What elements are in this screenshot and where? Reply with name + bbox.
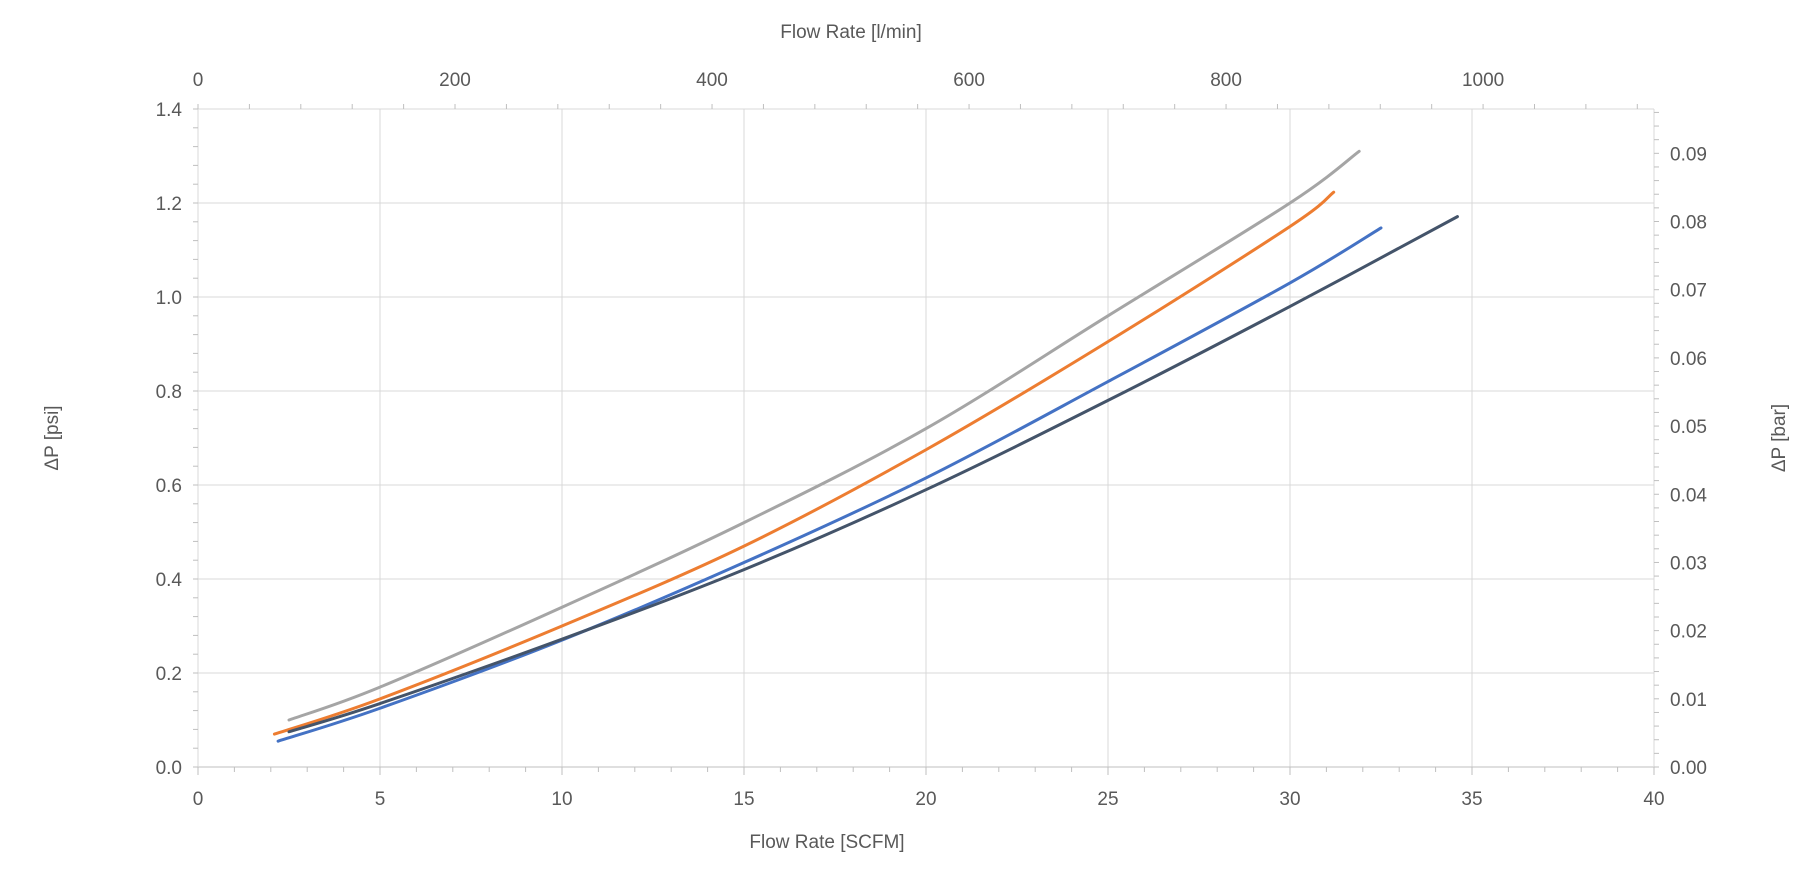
axes [193, 104, 1659, 775]
x-tick-label: 30 [1279, 789, 1300, 810]
series-line-1 [287, 149, 1361, 722]
y-tick-label: 1.4 [156, 100, 183, 121]
y2-tick-label: 0.03 [1670, 553, 1707, 574]
y2-tick-label: 0.09 [1670, 144, 1707, 165]
y-axis-title: ΔP [psi] [42, 405, 63, 470]
x2-tick-label: 200 [439, 70, 471, 91]
y-tick-label: 0.2 [156, 664, 182, 685]
x2-axis-title: Flow Rate [l/min] [780, 22, 921, 43]
x2-tick-label: 800 [1210, 70, 1242, 91]
y2-tick-label: 0.02 [1670, 622, 1707, 643]
y2-tick-label: 0.08 [1670, 213, 1707, 234]
x-tick-label: 40 [1643, 789, 1664, 810]
series-line-2 [272, 190, 1336, 736]
x2-tick-label: 400 [696, 70, 728, 91]
series-lines [272, 149, 1459, 743]
y-tick-label: 0.4 [156, 570, 183, 591]
x-tick-label: 5 [375, 789, 386, 810]
y2-tick-label: 0.01 [1670, 690, 1707, 711]
series-line-3 [276, 226, 1383, 743]
x-tick-label: 15 [733, 789, 754, 810]
tick-labels: 0 5 10 15 20 25 30 35 40 0.0 0.2 0.4 0.6 0.8 1.0 1.2 1.4… [156, 70, 1708, 810]
x-tick-label: 25 [1097, 789, 1118, 810]
y2-tick-label: 0.05 [1670, 417, 1707, 438]
x2-tick-label: 0 [193, 70, 204, 91]
y2-tick-label: 0.00 [1670, 758, 1707, 779]
y2-tick-label: 0.07 [1670, 281, 1707, 302]
x2-tick-label: 600 [953, 70, 985, 91]
series-line-4 [287, 215, 1459, 734]
x-axis-title: Flow Rate [SCFM] [749, 832, 904, 853]
y-tick-label: 1.0 [156, 288, 182, 309]
x-tick-label: 20 [915, 789, 936, 810]
y2-tick-label: 0.06 [1670, 349, 1707, 370]
y-tick-label: 0.0 [156, 758, 182, 779]
x-tick-label: 0 [193, 789, 204, 810]
y-tick-label: 0.8 [156, 382, 182, 403]
y-tick-label: 1.2 [156, 194, 182, 215]
x2-tick-label: 1000 [1462, 70, 1504, 91]
x-tick-label: 10 [551, 789, 572, 810]
y2-axis-title: ΔP [bar] [1769, 404, 1790, 472]
y-tick-label: 0.6 [156, 476, 182, 497]
gridlines [198, 108, 1655, 767]
x-tick-label: 35 [1461, 789, 1482, 810]
y2-tick-label: 0.04 [1670, 485, 1707, 506]
